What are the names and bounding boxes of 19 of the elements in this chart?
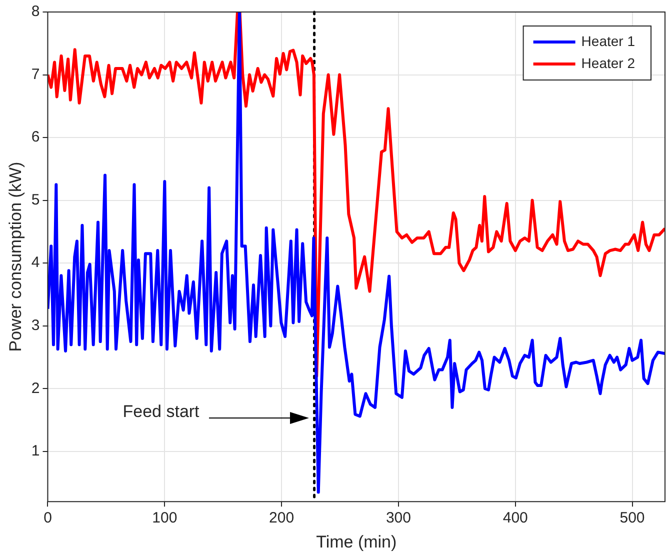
x-tick-label: 100 bbox=[152, 510, 178, 527]
x-tick-label: 0 bbox=[44, 510, 52, 527]
x-axis-title: Time (min) bbox=[316, 532, 397, 552]
y-tick-label: 3 bbox=[31, 316, 40, 334]
x-tick-label: 400 bbox=[502, 510, 528, 527]
x-tick-label: 500 bbox=[620, 510, 645, 527]
y-tick-label: 1 bbox=[31, 442, 40, 460]
y-tick-label: 5 bbox=[31, 191, 40, 208]
y-tick-label: 7 bbox=[31, 66, 40, 83]
x-tick-label: 200 bbox=[269, 510, 294, 527]
y-axis-title: Power consumption (kW) bbox=[6, 162, 25, 352]
y-tick-label: 4 bbox=[31, 254, 40, 272]
annotation: Feed start bbox=[122, 402, 200, 422]
y-tick-label: 6 bbox=[31, 128, 40, 146]
legend-label: Heater 2 bbox=[581, 54, 636, 71]
y-tick-label: 2 bbox=[31, 380, 40, 397]
legend-label: Heater 1 bbox=[581, 32, 636, 49]
x-tick-label: 300 bbox=[386, 510, 411, 527]
y-tick-label: 8 bbox=[31, 3, 40, 20]
